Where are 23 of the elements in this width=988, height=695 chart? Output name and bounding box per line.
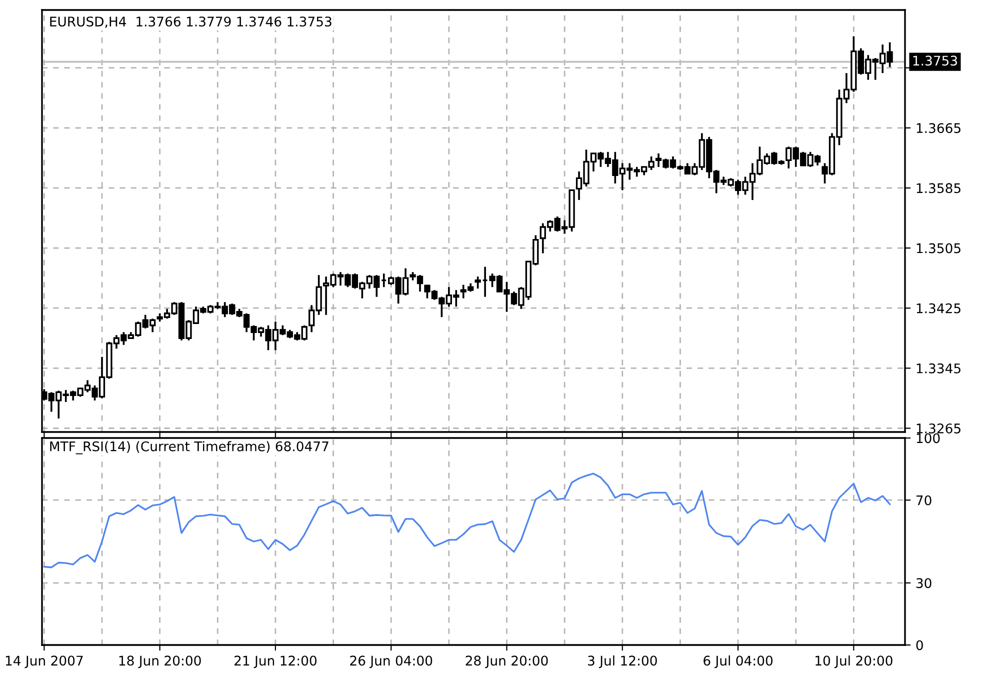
y-tick-label: 1.3505	[916, 243, 960, 254]
y-tick-label: 30	[916, 578, 932, 588]
ref-line-label: 1.3753	[913, 56, 958, 66]
y-tick-label: 1.3265	[916, 423, 960, 434]
y-tick-label: 1.3665	[916, 123, 960, 134]
x-tick-label: 14 Jun 2007	[6, 656, 83, 668]
x-tick-label: 10 Jul 20:00	[816, 655, 892, 668]
y-tick-label: 0	[916, 640, 923, 650]
chart-title: MTF_RSI(14) (Current Timeframe) 68.0477	[50, 441, 328, 454]
x-tick-label: 28 Jun 20:00	[466, 656, 548, 668]
candlestick	[474, 276, 481, 290]
y-tick-label: 70	[916, 495, 932, 506]
chart-title: EURUSD,H4 1.3766 1.3779 1.3746 1.3753	[50, 16, 332, 28]
x-tick-label: 6 Jul 04:00	[704, 655, 773, 668]
x-tick-label: 18 Jun 20:00	[119, 656, 201, 668]
y-tick-label: 100	[916, 433, 940, 444]
x-tick-label: 21 Jun 12:00	[234, 656, 316, 668]
line-series	[43, 472, 891, 568]
y-tick-label: 1.3585	[916, 183, 960, 194]
x-tick-label: 26 Jun 04:00	[350, 656, 432, 668]
y-tick-label: 1.3425	[916, 303, 960, 314]
x-tick-label: 3 Jul 12:00	[588, 655, 657, 668]
y-tick-label: 1.3345	[916, 363, 960, 374]
